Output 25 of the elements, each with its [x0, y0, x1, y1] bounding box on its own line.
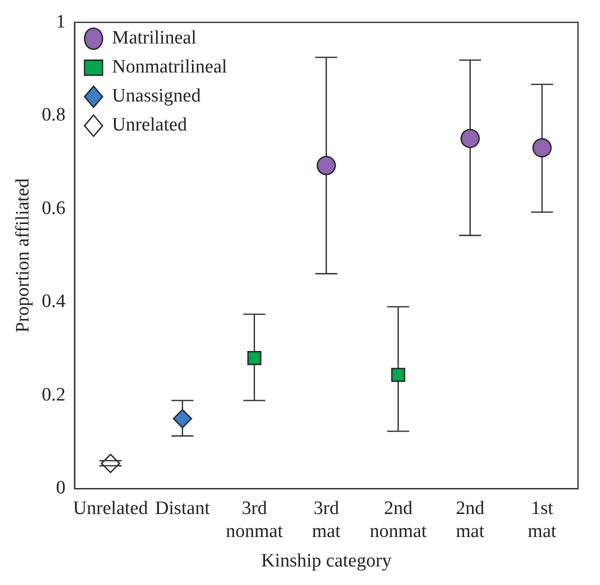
point: [460, 128, 480, 148]
x-tick-label: 2nd mat: [456, 498, 486, 542]
legend-label: Matrilineal: [112, 28, 196, 49]
point: [172, 409, 192, 428]
x-tick-label: 1st mat: [528, 498, 557, 542]
legend-label: Nonmatrilineal: [112, 56, 228, 78]
y-tick-label: 0.6: [42, 198, 66, 219]
point: [532, 138, 552, 158]
x-axis-title: Kinship category: [261, 550, 392, 572]
y-tick-label: 0.4: [42, 291, 66, 312]
x-tick-label: Unrelated: [73, 498, 148, 519]
point: [316, 156, 336, 176]
y-tick-label: 0: [56, 478, 66, 499]
x-tick-label: 3rd nonmat: [226, 498, 284, 542]
y-axis-title: Proportion affiliated: [12, 178, 34, 333]
x-tick-label: 2nd nonmat: [370, 498, 428, 542]
point: [247, 351, 262, 366]
x-tick-label: Distant: [154, 498, 211, 519]
point: [391, 368, 406, 382]
x-tick-label: 3rd mat: [312, 498, 342, 542]
y-tick-label: 0.8: [42, 104, 66, 126]
y-tick-label: 0.2: [42, 384, 66, 406]
y-tick-label: 1: [56, 11, 66, 32]
legend-label: Unrelated: [112, 114, 188, 136]
legend-label: Unassigned: [112, 86, 202, 107]
